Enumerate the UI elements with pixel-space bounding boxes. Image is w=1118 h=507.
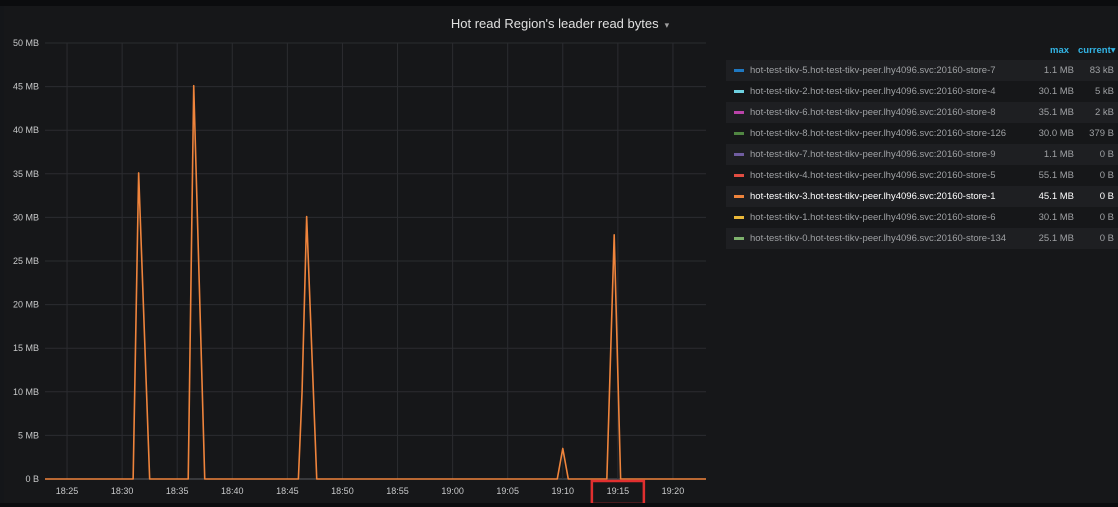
y-tick-label: 30 MB bbox=[13, 212, 39, 222]
legend-header: max current▾ bbox=[726, 42, 1118, 60]
x-tick-label: 18:50 bbox=[331, 486, 354, 496]
x-tick-label: 18:55 bbox=[386, 486, 409, 496]
window-bottom-border bbox=[0, 503, 1118, 507]
x-tick-label: 19:05 bbox=[496, 486, 519, 496]
legend-item-current: 83 kB bbox=[1089, 65, 1114, 76]
legend-item[interactable]: hot-test-tikv-6.hot-test-tikv-peer.lhy40… bbox=[726, 102, 1118, 123]
legend-item[interactable]: hot-test-tikv-4.hot-test-tikv-peer.lhy40… bbox=[726, 165, 1118, 186]
y-tick-label: 25 MB bbox=[13, 256, 39, 266]
y-tick-label: 50 MB bbox=[13, 38, 39, 48]
legend-item-current: 379 B bbox=[1089, 128, 1114, 139]
legend-swatch-icon[interactable] bbox=[734, 216, 744, 219]
panel-title[interactable]: Hot read Region's leader read bytes ▾ bbox=[4, 16, 1116, 31]
legend-item-max: 30.0 MB bbox=[1038, 128, 1074, 139]
grid-lines bbox=[45, 42, 706, 480]
legend-swatch-icon[interactable] bbox=[734, 237, 744, 240]
legend-item-max: 1.1 MB bbox=[1043, 65, 1074, 76]
legend-item[interactable]: hot-test-tikv-1.hot-test-tikv-peer.lhy40… bbox=[726, 207, 1118, 228]
legend-item-label[interactable]: hot-test-tikv-5.hot-test-tikv-peer.lhy40… bbox=[750, 65, 996, 76]
legend-swatch-icon[interactable] bbox=[734, 90, 744, 93]
legend-item[interactable]: hot-test-tikv-8.hot-test-tikv-peer.lhy40… bbox=[726, 123, 1118, 144]
legend-item-max: 45.1 MB bbox=[1038, 191, 1074, 202]
legend-item-label[interactable]: hot-test-tikv-0.hot-test-tikv-peer.lhy40… bbox=[750, 233, 1007, 244]
legend-swatch-icon[interactable] bbox=[734, 132, 744, 135]
x-tick-label: 19:10 bbox=[552, 486, 575, 496]
legend-item-max: 30.1 MB bbox=[1038, 86, 1074, 97]
y-tick-label: 20 MB bbox=[13, 300, 39, 310]
legend-item-label[interactable]: hot-test-tikv-1.hot-test-tikv-peer.lhy40… bbox=[750, 212, 996, 223]
legend-item-current: 2 kB bbox=[1094, 107, 1114, 118]
y-tick-label: 5 MB bbox=[18, 430, 39, 440]
legend-item-max: 25.1 MB bbox=[1038, 233, 1074, 244]
legend-swatch-icon[interactable] bbox=[734, 69, 744, 72]
x-tick-label: 18:40 bbox=[221, 486, 244, 496]
x-tick-label: 19:00 bbox=[441, 486, 464, 496]
legend-swatch-icon[interactable] bbox=[734, 195, 744, 198]
legend-swatch-icon[interactable] bbox=[734, 174, 744, 177]
legend-sort-max[interactable]: max bbox=[1050, 45, 1070, 56]
x-tick-label: 19:20 bbox=[662, 486, 685, 496]
panel-title-text[interactable]: Hot read Region's leader read bytes bbox=[450, 16, 659, 31]
legend-sort-current[interactable]: current▾ bbox=[1078, 45, 1116, 56]
legend-item-current: 0 B bbox=[1099, 233, 1114, 244]
x-tick-label: 19:15 bbox=[607, 486, 630, 496]
y-tick-label: 35 MB bbox=[13, 169, 39, 179]
x-tick-label: 18:25 bbox=[56, 486, 79, 496]
legend-item-label[interactable]: hot-test-tikv-2.hot-test-tikv-peer.lhy40… bbox=[750, 86, 996, 97]
legend-item[interactable]: hot-test-tikv-3.hot-test-tikv-peer.lhy40… bbox=[726, 186, 1118, 207]
x-axis-ticks: 18:25 18:30 18:35 18:40 18:45 18:50 18:55 19:00… bbox=[56, 486, 684, 496]
series-lines bbox=[45, 84, 706, 480]
legend-item[interactable]: hot-test-tikv-5.hot-test-tikv-peer.lhy40… bbox=[726, 60, 1118, 81]
legend-item-current: 5 kB bbox=[1094, 86, 1114, 97]
legend-item-current: 0 B bbox=[1099, 212, 1114, 223]
y-tick-label: 0 B bbox=[25, 474, 39, 484]
y-tick-label: 45 MB bbox=[13, 82, 39, 92]
legend: max current▾ hot-test-tikv-5.hot-test-ti… bbox=[726, 42, 1118, 249]
legend-rows: hot-test-tikv-5.hot-test-tikv-peer.lhy40… bbox=[726, 60, 1118, 249]
legend-item-label[interactable]: hot-test-tikv-3.hot-test-tikv-peer.lhy40… bbox=[750, 191, 996, 202]
x-tick-label: 18:45 bbox=[276, 486, 299, 496]
legend-item-label[interactable]: hot-test-tikv-6.hot-test-tikv-peer.lhy40… bbox=[750, 107, 996, 118]
y-tick-label: 10 MB bbox=[13, 387, 39, 397]
legend-swatch-icon[interactable] bbox=[734, 153, 744, 156]
legend-item-max: 55.1 MB bbox=[1038, 170, 1074, 181]
legend-swatch-icon[interactable] bbox=[734, 111, 744, 114]
legend-item-max: 35.1 MB bbox=[1038, 107, 1074, 118]
title-caret-icon[interactable]: ▾ bbox=[664, 20, 670, 30]
y-tick-label: 40 MB bbox=[13, 125, 39, 135]
legend-item[interactable]: hot-test-tikv-7.hot-test-tikv-peer.lhy40… bbox=[726, 144, 1118, 165]
legend-item[interactable]: hot-test-tikv-0.hot-test-tikv-peer.lhy40… bbox=[726, 228, 1118, 249]
y-axis-ticks: 0 B 5 MB 10 MB 15 MB 20 MB 25 MB 30 MB 35 MB 40 … bbox=[13, 38, 39, 484]
x-tick-label: 18:35 bbox=[166, 486, 189, 496]
legend-item-current: 0 B bbox=[1099, 149, 1114, 160]
legend-item-label[interactable]: hot-test-tikv-7.hot-test-tikv-peer.lhy40… bbox=[750, 149, 996, 160]
legend-item-current: 0 B bbox=[1099, 170, 1114, 181]
series-line[interactable] bbox=[45, 84, 706, 480]
x-tick-label: 18:30 bbox=[111, 486, 134, 496]
legend-item[interactable]: hot-test-tikv-2.hot-test-tikv-peer.lhy40… bbox=[726, 81, 1118, 102]
legend-item-current: 0 B bbox=[1099, 191, 1114, 202]
legend-item-max: 1.1 MB bbox=[1043, 149, 1074, 160]
y-tick-label: 15 MB bbox=[13, 343, 39, 353]
legend-item-label[interactable]: hot-test-tikv-4.hot-test-tikv-peer.lhy40… bbox=[750, 170, 996, 181]
legend-item-max: 30.1 MB bbox=[1038, 212, 1074, 223]
legend-item-label[interactable]: hot-test-tikv-8.hot-test-tikv-peer.lhy40… bbox=[750, 128, 1007, 139]
window-top-border bbox=[0, 0, 1118, 6]
